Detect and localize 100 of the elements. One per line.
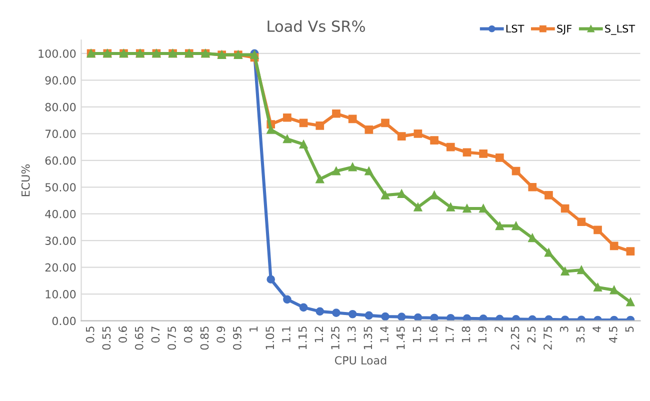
point (316, 121, 324, 130)
x-tick-label: 2.5 (527, 326, 536, 343)
point (528, 182, 537, 192)
point (610, 286, 618, 294)
point (414, 313, 422, 321)
x-tick-label: 1.4 (380, 326, 388, 342)
point (446, 314, 455, 321)
point (496, 314, 504, 321)
point (397, 312, 406, 321)
x-tick-label: 1.35 (364, 326, 372, 350)
x-tick-label: 1 (249, 326, 258, 332)
x-tick-label: 3 (560, 326, 568, 332)
x-tick-label: 1.1 (282, 326, 290, 342)
x-tick-label: 0.9 (216, 326, 226, 343)
point (594, 283, 602, 292)
point (512, 166, 520, 176)
point (414, 130, 422, 138)
y-tick-label: 100.00 (38, 49, 76, 58)
point (316, 307, 324, 316)
x-tick-label: 2 (494, 326, 503, 332)
x-tick-label: 1.9 (478, 326, 487, 342)
x-tick-label: 3.5 (576, 326, 585, 342)
x-tick-label: 1.15 (298, 326, 307, 350)
point (397, 132, 406, 141)
x-tick-label: 0.75 (168, 326, 176, 350)
x-tick-label: 1.7 (446, 326, 454, 342)
point (479, 314, 488, 321)
point (283, 134, 292, 144)
point (332, 109, 340, 118)
point (430, 314, 438, 321)
x-tick-label: 0.95 (232, 326, 242, 350)
point (544, 248, 553, 257)
y-tick-label: 60.00 (45, 156, 76, 165)
legend-label: LST (506, 24, 524, 33)
x-tick-label: 1.2 (314, 326, 323, 342)
y-tick-label: 0.00 (52, 316, 76, 326)
point (560, 204, 570, 213)
x-tick-label: 2.25 (510, 326, 520, 350)
x-tick-label: 1.6 (429, 326, 438, 342)
x-tick-label: 0.85 (200, 326, 209, 350)
point (462, 148, 472, 157)
point (626, 247, 635, 256)
point (348, 162, 357, 172)
y-tick-label: 70.00 (45, 130, 76, 138)
x-tick-label: 1.5 (412, 326, 422, 342)
x-tick-label: 0.6 (118, 326, 127, 343)
x-tick-label: 4 (592, 326, 601, 332)
y-tick-label: 20.00 (45, 263, 76, 272)
point (462, 314, 472, 321)
x-axis-title: CPU Load (334, 356, 386, 365)
point (610, 242, 618, 250)
point (479, 150, 488, 158)
point (332, 308, 340, 317)
legend-label: SJF (557, 24, 572, 35)
point (496, 222, 504, 230)
point (414, 203, 422, 212)
x-tick-label: 4.5 (609, 326, 618, 343)
point (496, 154, 504, 162)
point (560, 267, 570, 276)
point (479, 204, 488, 213)
point (299, 140, 308, 149)
point (430, 136, 438, 145)
x-tick-label: 2.75 (544, 326, 552, 350)
x-tick-label: 0.55 (102, 326, 111, 350)
point (348, 114, 357, 124)
point (348, 310, 357, 318)
y-tick-label: 30.00 (45, 236, 76, 245)
y-axis-title: ECU% (21, 164, 30, 196)
y-tick-label: 50.00 (45, 183, 76, 192)
x-tick-label: 1.25 (331, 326, 340, 350)
x-tick-label: 0.8 (184, 326, 192, 343)
point (381, 190, 390, 200)
point (626, 298, 635, 306)
x-tick-label: 1.05 (266, 326, 274, 350)
point (594, 226, 602, 234)
point (544, 190, 553, 200)
x-tick-label: 5 (625, 326, 634, 332)
point (283, 295, 292, 304)
point (512, 222, 520, 230)
point (577, 218, 586, 226)
point (283, 113, 292, 122)
y-tick-label: 10.00 (46, 290, 76, 298)
point (364, 125, 374, 134)
point (381, 312, 390, 321)
point (381, 118, 390, 128)
x-tick-label: 1.3 (347, 326, 356, 342)
point (364, 166, 374, 176)
y-tick-label: 40.00 (45, 210, 76, 218)
x-tick-label: 0.7 (151, 326, 160, 343)
x-tick-label: 1.8 (462, 326, 470, 342)
point (299, 303, 308, 312)
point (577, 266, 586, 274)
x-tick-label: 0.65 (134, 326, 144, 350)
legend-label: S_LST (605, 24, 636, 35)
point (446, 142, 455, 152)
y-tick-label: 90.00 (45, 76, 76, 85)
point (316, 174, 324, 184)
x-tick-label: 1.45 (396, 326, 405, 350)
chart-title: Load Vs SR% (268, 20, 365, 32)
point (462, 204, 472, 213)
